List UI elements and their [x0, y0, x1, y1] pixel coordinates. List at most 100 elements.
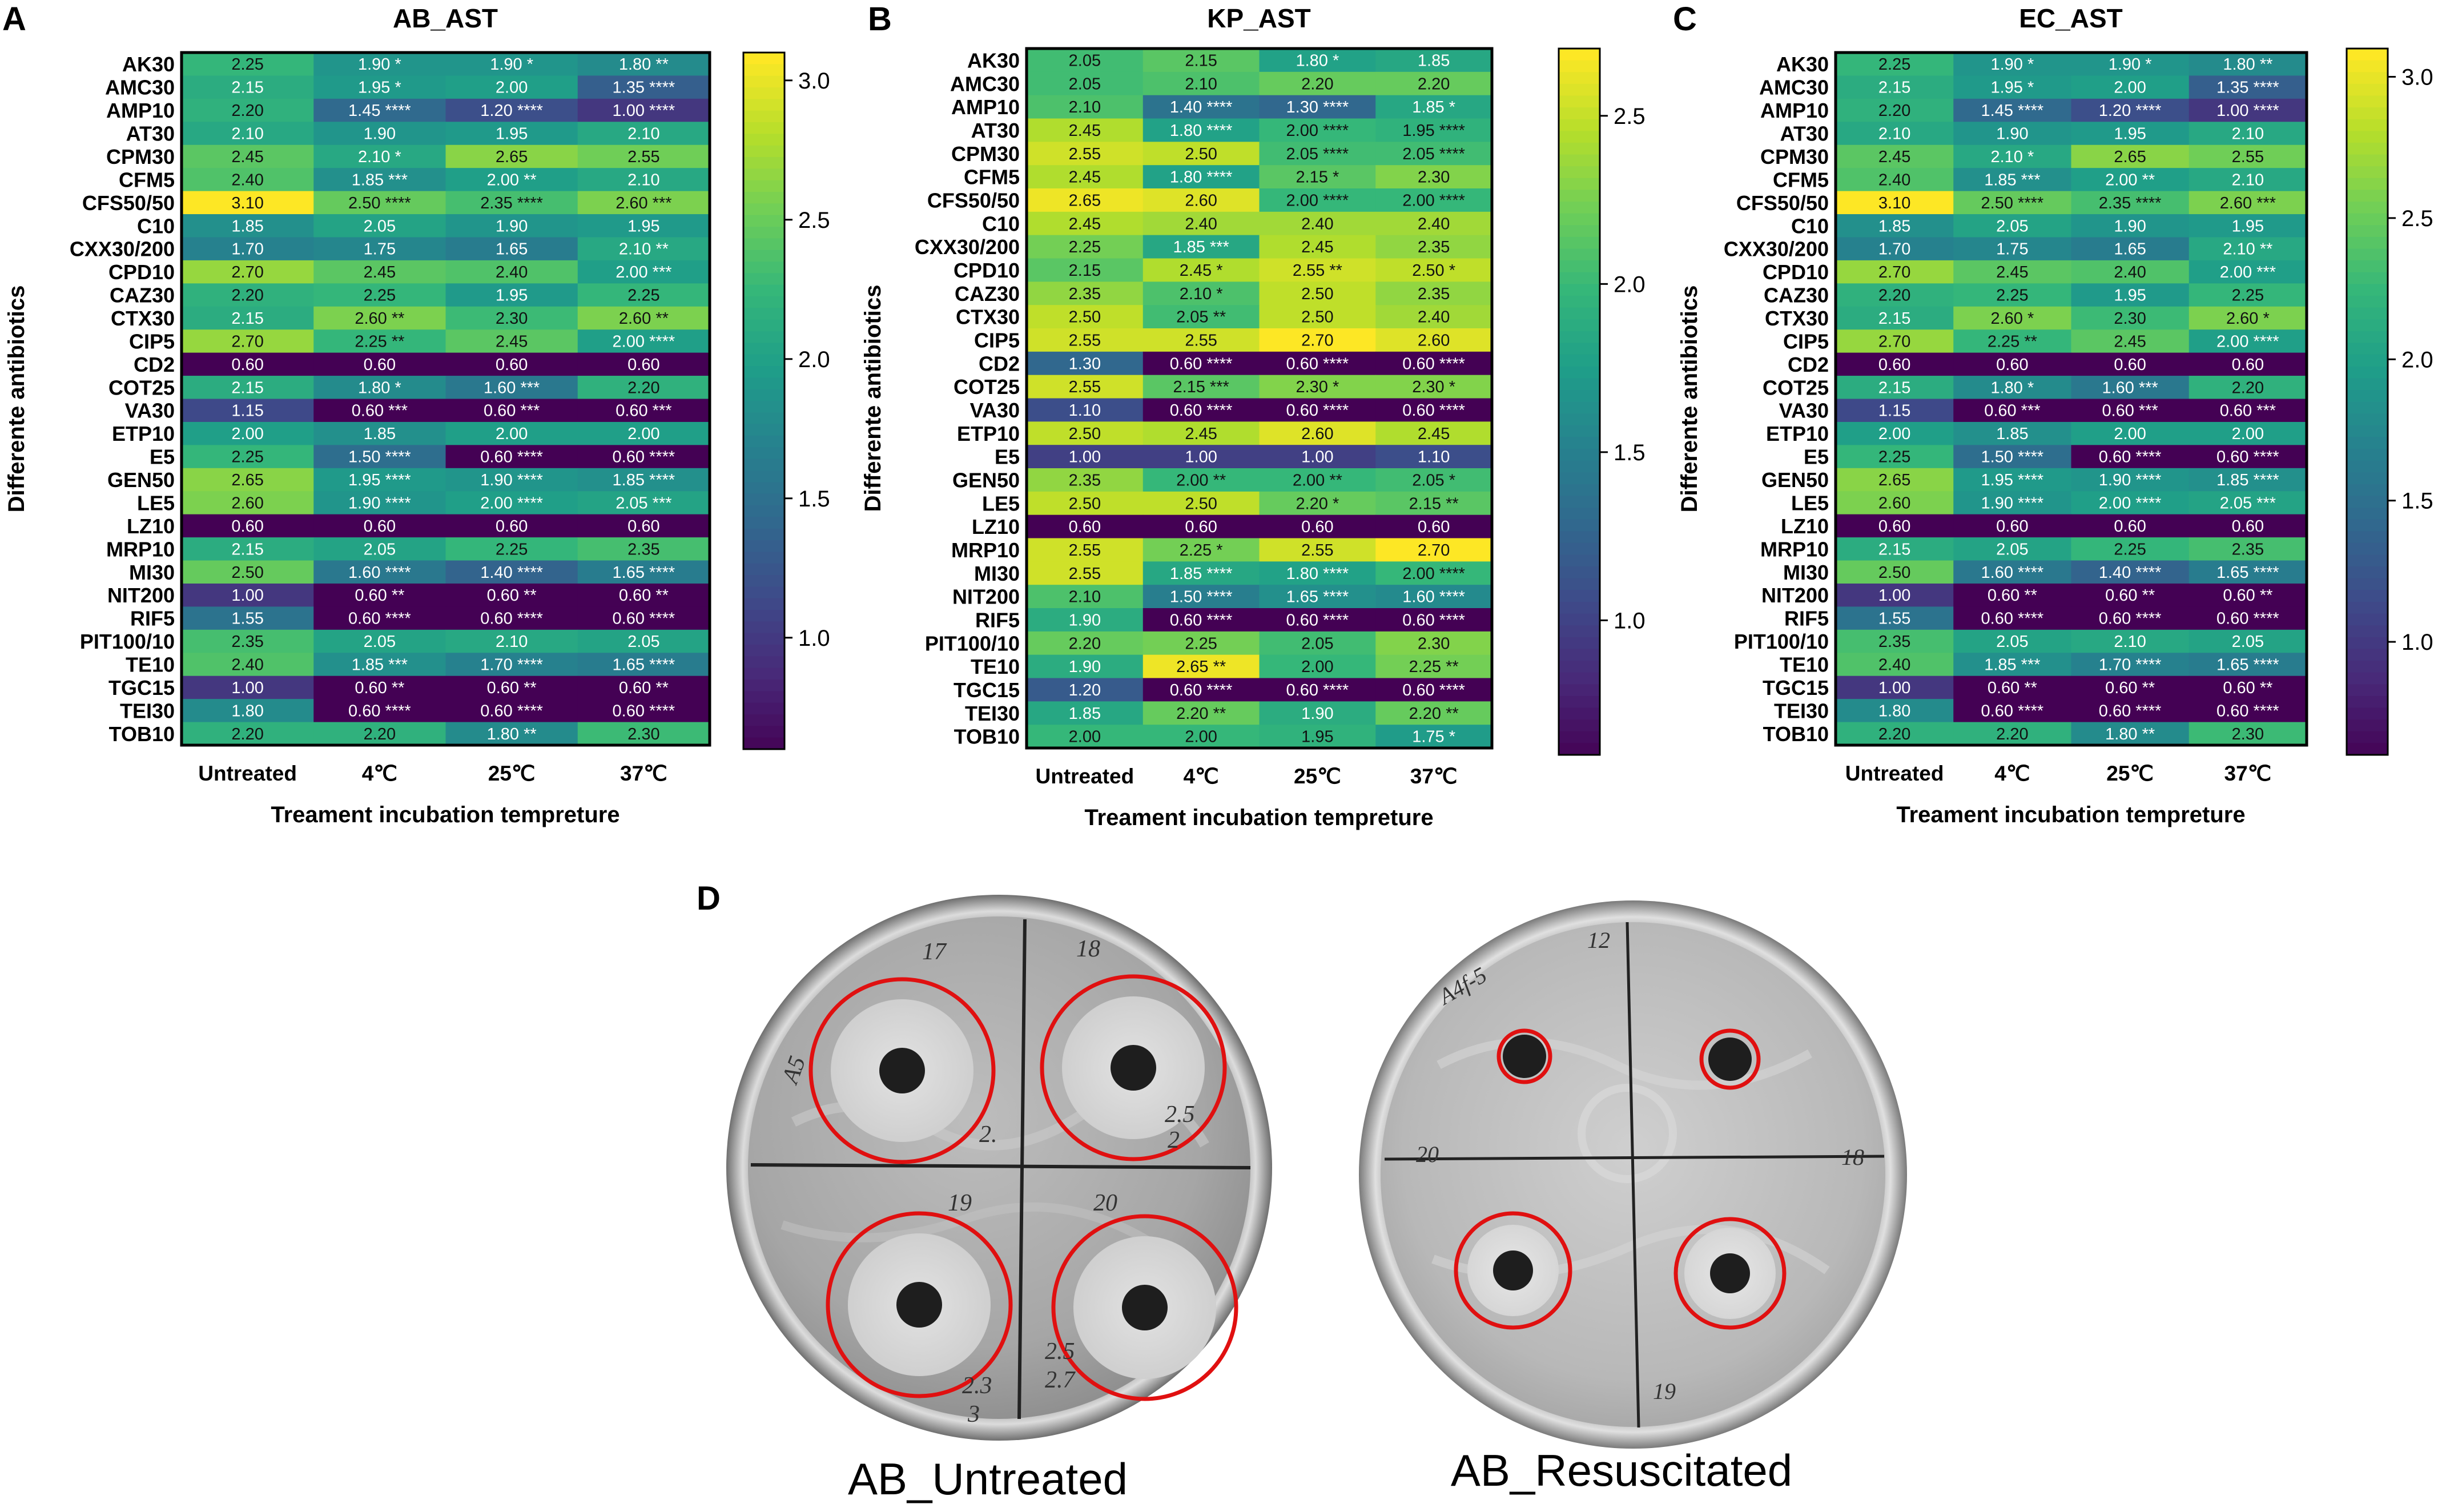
cell-value-label: 2.55	[1301, 541, 1333, 560]
heatmap-cell	[313, 537, 446, 561]
colorbar-segment	[1559, 554, 1600, 568]
heatmap-cell	[182, 699, 314, 723]
cell-value-label: 2.30	[2232, 725, 2264, 743]
heatmap-cell	[1375, 678, 1492, 702]
y-tick-label: PIT100/10	[925, 632, 1020, 655]
cell-value-label: 0.60	[627, 356, 659, 374]
cell-value-label: 3.10	[1878, 194, 1910, 212]
cell-value-label: 2.05 ***	[2220, 494, 2276, 512]
cell-value-label: 0.60 ***	[2102, 402, 2158, 420]
y-tick-label: AMP10	[1760, 99, 1829, 122]
heatmap-cell	[182, 468, 314, 492]
colorbar-segment	[2347, 649, 2388, 662]
heatmap-cell	[1953, 491, 2072, 515]
cell-value-label: 1.85	[231, 217, 263, 235]
cell-value-label: 1.90 ****	[1981, 494, 2044, 512]
cell-value-label: 2.05	[1996, 633, 2028, 651]
inhibition-zone	[1496, 1028, 1552, 1084]
cell-value-label: 2.05 ***	[615, 494, 671, 512]
heatmap-cell	[1259, 468, 1376, 492]
colorbar-segment	[1559, 413, 1600, 426]
heatmap-cell	[1953, 468, 2072, 492]
heatmap-cell	[1259, 95, 1376, 119]
y-tick-label: CFS50/50	[82, 191, 175, 215]
cell-value-label: 1.00	[231, 586, 263, 605]
heatmap-cell	[182, 237, 314, 261]
heatmap-cell	[445, 537, 578, 561]
cell-value-label: 2.50	[1069, 308, 1101, 327]
cell-value-label: 1.90	[1069, 611, 1101, 629]
cell-value-label: 2.20 **	[1176, 705, 1226, 723]
cell-value-label: 0.60 ****	[1170, 401, 1233, 420]
cell-value-label: 1.50 ****	[1170, 588, 1233, 606]
heatmap-cell	[1027, 631, 1144, 656]
heatmap-cell	[1836, 283, 1954, 307]
colorbar-segment	[2347, 355, 2388, 367]
cell-value-label: 2.25	[364, 287, 396, 305]
cell-value-label: 1.35 ****	[2216, 79, 2279, 97]
y-tick-label: COT25	[108, 376, 175, 399]
heatmap-cell	[182, 144, 314, 168]
inhibition-zone	[1699, 1028, 1761, 1090]
heatmap-cell	[313, 306, 446, 330]
heatmap-cell	[313, 260, 446, 284]
heatmap-cell	[1027, 118, 1144, 142]
colorbar-segment	[2347, 531, 2388, 544]
cell-value-label: 2.45	[1069, 122, 1101, 140]
cell-value-label: 0.60 ****	[1286, 401, 1349, 420]
y-tick-label: CFS50/50	[1736, 191, 1829, 215]
colorbar-segment	[2347, 519, 2388, 532]
heatmap-cell	[1953, 352, 2072, 376]
heatmap-cell	[1027, 375, 1144, 399]
heatmap-cell	[2188, 606, 2307, 630]
cell-value-label: 2.05	[1301, 634, 1333, 653]
heatmap-cell	[313, 75, 446, 99]
heatmap-cell	[2188, 352, 2307, 376]
heatmap-cell	[1142, 585, 1260, 609]
cell-value-label: 2.30	[627, 725, 659, 743]
heatmap-frame	[1834, 51, 2308, 747]
cell-value-label: 1.95 ****	[1402, 122, 1465, 140]
cell-value-label: 1.80 **	[619, 55, 669, 74]
heatmap-cell	[577, 560, 710, 584]
cell-value-label: 0.60 ****	[1981, 702, 2044, 720]
heatmap-cell	[1375, 142, 1492, 166]
y-tick-label: CIP5	[974, 328, 1020, 352]
cell-value-label: 0.60 ****	[1170, 611, 1233, 629]
heatmap-cell	[1259, 398, 1376, 422]
cell-value-label: 2.55	[2232, 148, 2264, 166]
heatmap-cell	[577, 329, 710, 353]
y-tick-label: AMP10	[106, 99, 175, 122]
colorbar-segment	[2347, 719, 2388, 732]
heatmap-cell	[1259, 188, 1376, 212]
handwritten-label: 2	[1168, 1127, 1180, 1153]
cell-value-label: 2.00	[1878, 425, 1910, 443]
cell-value-label: 1.00	[1878, 679, 1910, 697]
cell-value-label: 2.25	[1996, 287, 2028, 305]
heatmap-cell	[445, 491, 578, 515]
colorbar-segment	[1559, 590, 1600, 602]
cell-value-label: 0.60 **	[1988, 586, 2037, 605]
cell-value-label: 2.10	[1878, 125, 1910, 143]
cell-value-label: 1.80 ****	[1170, 168, 1233, 187]
heatmap-cell	[2071, 306, 2190, 330]
colorbar-segment	[2347, 413, 2388, 426]
y-tick-label: GEN50	[107, 468, 175, 492]
cell-value-label: 2.60 *	[2226, 309, 2270, 328]
cell-value-label: 2.00 ****	[1402, 191, 1465, 210]
colorbar-segment	[2347, 731, 2388, 744]
heatmap-cell	[577, 122, 710, 146]
heatmap-cell	[182, 675, 314, 699]
colorbar-segment	[2347, 554, 2388, 568]
cell-value-label: 2.45 *	[1180, 262, 1223, 280]
cell-value-label: 2.10 **	[619, 240, 669, 259]
cell-value-label: 2.35	[627, 540, 659, 558]
heatmap-cell	[1142, 95, 1260, 119]
heatmap-cell	[2071, 144, 2190, 168]
heatmap-cell	[1259, 258, 1376, 282]
heatmap-cell	[2188, 675, 2307, 699]
heatmap-cell	[2071, 468, 2190, 492]
heatmap-cell	[1375, 351, 1492, 376]
colorbar-segment	[1559, 625, 1600, 638]
cell-value-label: 1.85 ***	[352, 656, 408, 674]
